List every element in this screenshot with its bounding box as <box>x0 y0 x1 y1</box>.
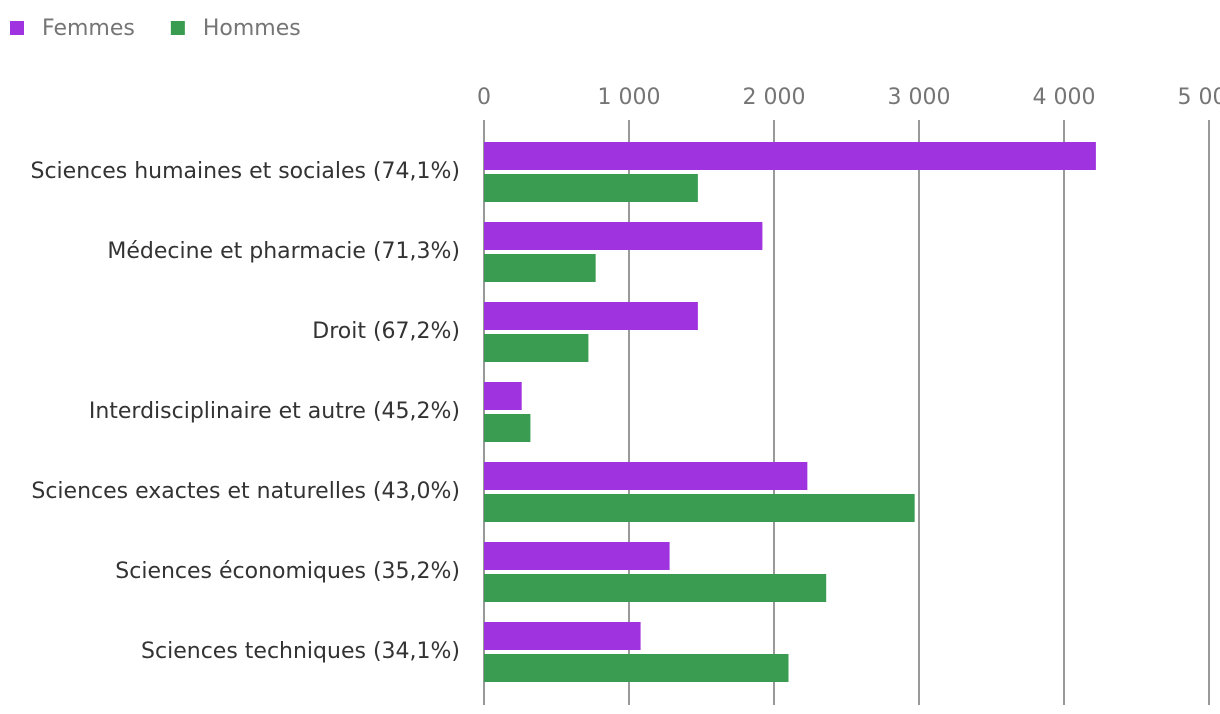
bar <box>484 654 789 682</box>
x-tick-label: 2 000 <box>743 85 806 110</box>
bar <box>484 222 763 250</box>
y-tick-label: Sciences exactes et naturelles (43,0%) <box>31 479 460 504</box>
y-tick-label: Sciences économiques (35,2%) <box>115 559 460 584</box>
x-tick-label: 1 000 <box>598 85 661 110</box>
y-tick-label: Droit (67,2%) <box>312 319 460 344</box>
bar <box>484 542 670 570</box>
y-tick-label: Interdisciplinaire et autre (45,2%) <box>89 399 460 424</box>
legend-label: Hommes <box>203 16 301 41</box>
bar <box>484 254 596 282</box>
x-tick-label: 0 <box>477 85 491 110</box>
x-tick-label: 3 000 <box>888 85 951 110</box>
y-tick-label: Médecine et pharmacie (71,3%) <box>107 239 460 264</box>
bar <box>484 462 808 490</box>
bar <box>484 574 827 602</box>
bar <box>484 622 641 650</box>
bar <box>484 414 531 442</box>
x-tick-label: 5 000 <box>1178 85 1220 110</box>
y-tick-label: Sciences humaines et sociales (74,1%) <box>30 159 460 184</box>
y-tick-label: Sciences techniques (34,1%) <box>141 639 460 664</box>
bar <box>484 494 915 522</box>
bar <box>484 174 698 202</box>
bar <box>484 382 522 410</box>
bar <box>484 302 698 330</box>
legend-swatch <box>170 21 185 35</box>
bar <box>484 142 1096 170</box>
legend-label: Femmes <box>42 16 135 41</box>
bar <box>484 334 589 362</box>
legend-swatch <box>10 21 24 35</box>
x-tick-label: 4 000 <box>1033 85 1096 110</box>
